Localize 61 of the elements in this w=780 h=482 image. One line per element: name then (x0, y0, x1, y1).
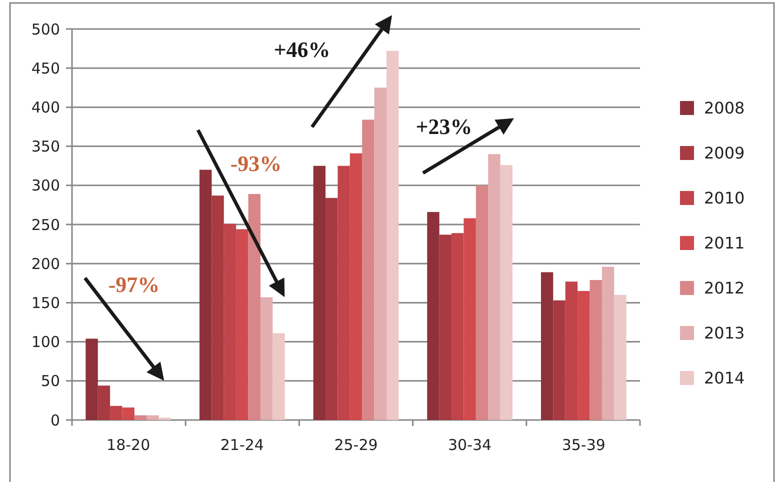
bar (488, 154, 500, 420)
bar (313, 166, 326, 420)
bar (553, 300, 566, 420)
bar (464, 218, 476, 420)
legend-label: 2014 (704, 368, 745, 388)
bar (565, 282, 578, 420)
legend-label: 2008 (704, 98, 745, 118)
bar (614, 294, 626, 420)
y-tick-label: 400 (31, 98, 60, 116)
bar (134, 415, 147, 420)
y-tick-label: 200 (31, 254, 60, 273)
bar (146, 415, 159, 420)
bar (326, 198, 338, 420)
bar (338, 166, 350, 420)
legend-label: 2009 (704, 144, 745, 163)
bar (500, 165, 513, 420)
y-tick-label: 150 (31, 294, 60, 312)
bar (427, 212, 440, 420)
x-tick-label: 35-39 (562, 436, 606, 454)
legend-label: 2012 (704, 278, 745, 298)
bar (386, 50, 399, 420)
bar (476, 185, 488, 420)
annotation: -97% (108, 272, 160, 297)
x-tick-label: 25-29 (334, 436, 378, 454)
bar (236, 229, 248, 420)
legend-label: 2013 (704, 324, 745, 343)
y-tick-label: 450 (31, 59, 60, 78)
bar (212, 196, 224, 420)
x-tick-label: 21-24 (220, 436, 264, 454)
annotation: +46% (274, 37, 330, 62)
bar (578, 290, 590, 420)
bar (272, 333, 285, 420)
y-tick-label: 250 (31, 216, 60, 234)
x-tick-label: 30-34 (448, 436, 492, 454)
y-tick-label: 0 (50, 411, 60, 430)
legend-label: 2011 (704, 234, 745, 253)
bar (602, 266, 614, 420)
y-tick-label: 500 (31, 20, 60, 38)
bar (540, 272, 554, 420)
bar (350, 153, 362, 420)
bar (362, 120, 374, 420)
bar (122, 407, 134, 420)
bar (248, 194, 260, 420)
bar (374, 88, 386, 420)
bar (86, 338, 98, 420)
y-tick-label: 350 (31, 138, 60, 156)
bar (260, 297, 273, 420)
bar (590, 280, 602, 420)
bar (110, 406, 122, 420)
annotation: -93% (230, 151, 282, 176)
bar (199, 170, 212, 420)
bar (224, 224, 236, 420)
legend-label: 2010 (704, 188, 745, 208)
y-tick-label: 100 (31, 333, 60, 352)
annotation: +23% (416, 114, 472, 139)
y-tick-label: 300 (31, 176, 60, 195)
bar (452, 233, 464, 420)
x-tick-label: 18-20 (106, 436, 150, 454)
bar (439, 234, 452, 420)
bar (98, 386, 110, 420)
y-tick-label: 50 (40, 372, 60, 390)
